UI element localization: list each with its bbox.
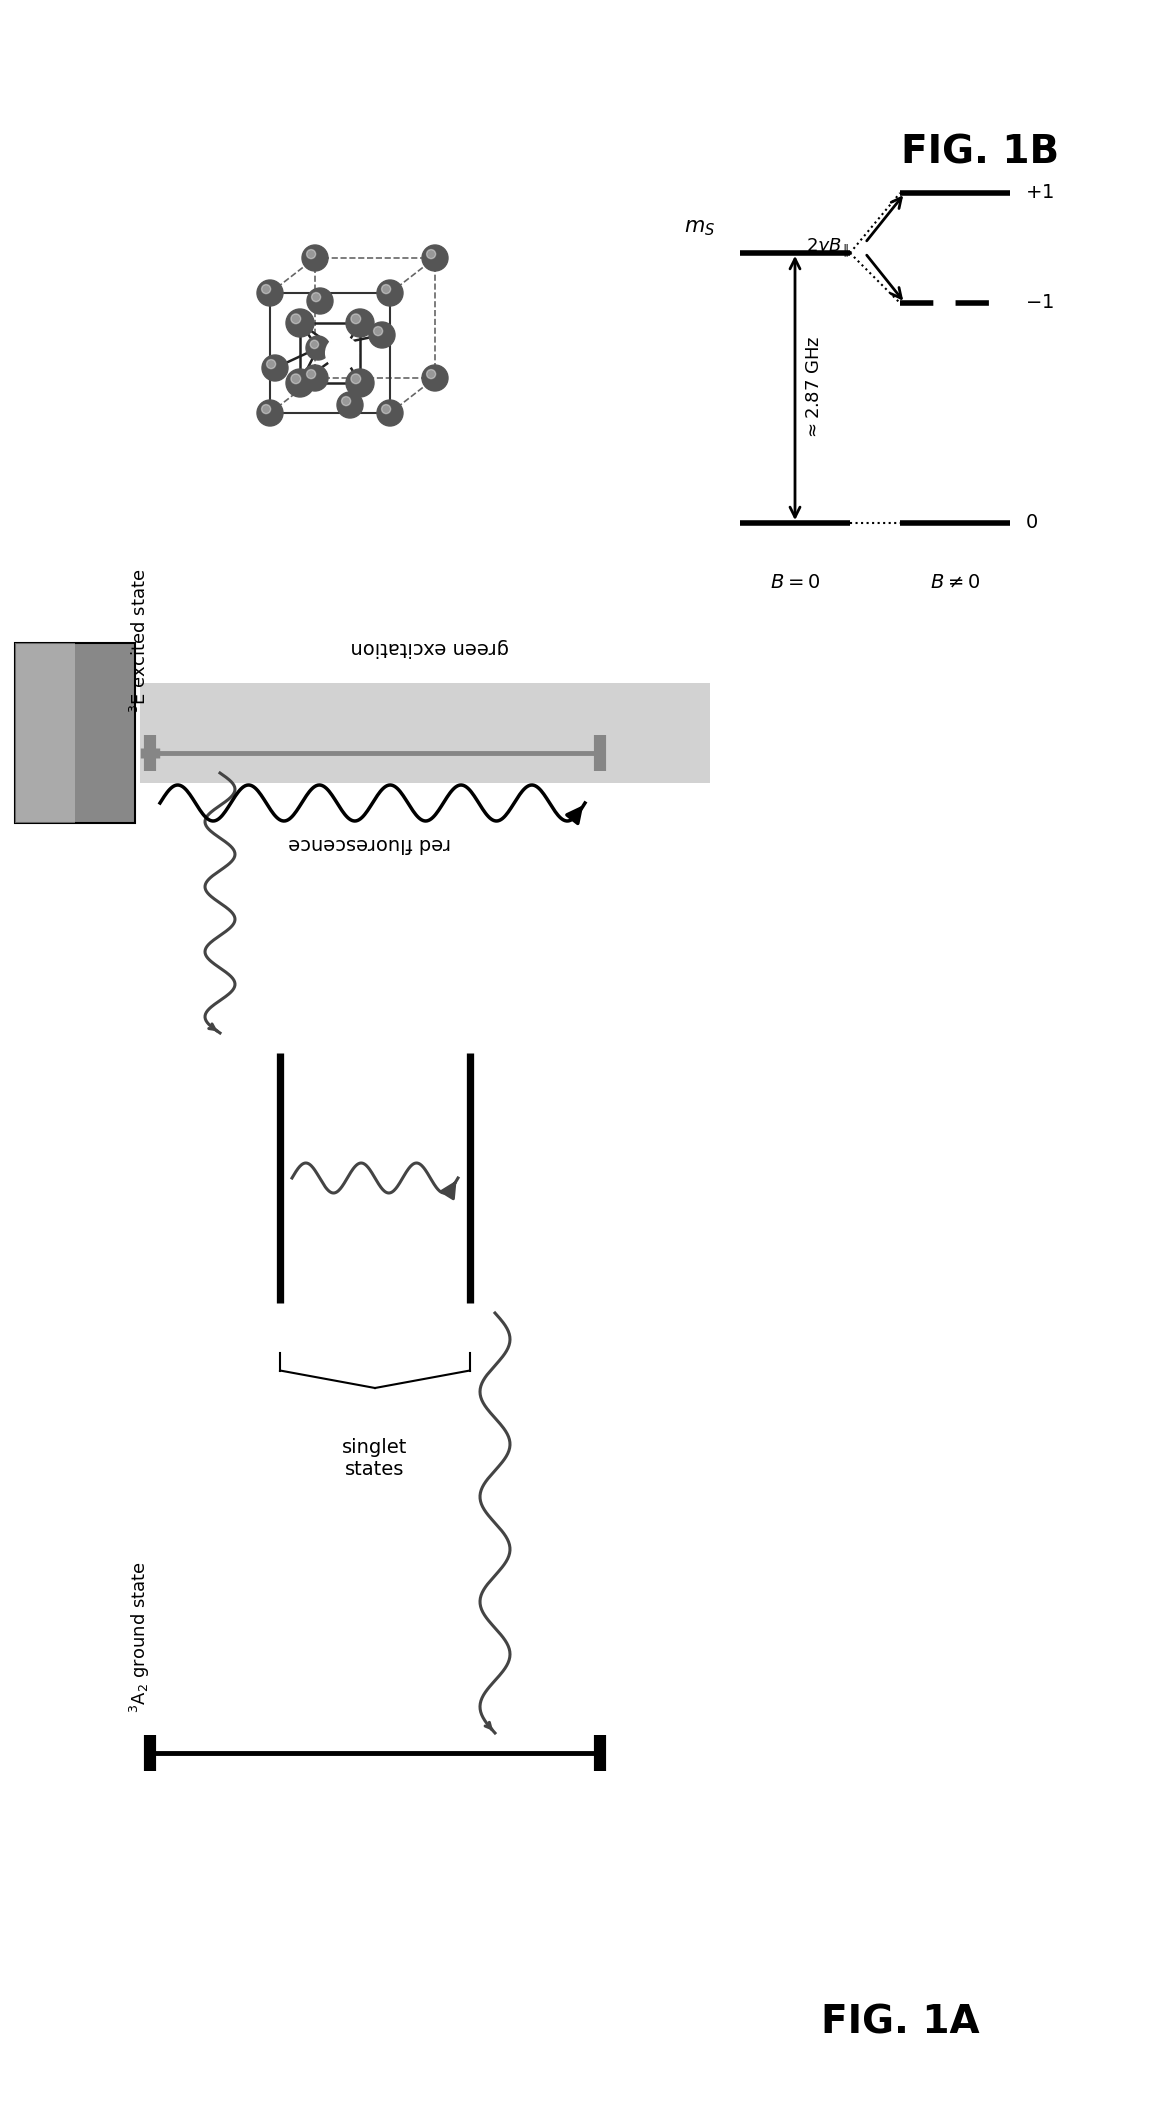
Text: red fluorescence: red fluorescence	[289, 833, 451, 852]
Circle shape	[312, 292, 320, 301]
Circle shape	[267, 360, 276, 368]
Circle shape	[381, 404, 390, 414]
Text: $-1$: $-1$	[1025, 294, 1054, 313]
Text: $m_S$: $m_S$	[684, 219, 715, 238]
Circle shape	[307, 288, 333, 313]
Circle shape	[346, 368, 374, 397]
Circle shape	[346, 309, 374, 336]
Text: $0$: $0$	[1025, 513, 1038, 532]
Circle shape	[374, 326, 382, 336]
Circle shape	[427, 250, 436, 259]
Circle shape	[427, 370, 436, 379]
Circle shape	[306, 250, 316, 259]
Circle shape	[422, 366, 448, 391]
Circle shape	[302, 246, 328, 271]
Text: FIG. 1B: FIG. 1B	[901, 135, 1059, 172]
Circle shape	[328, 339, 357, 368]
Text: green excitation: green excitation	[351, 639, 510, 658]
Circle shape	[422, 246, 448, 271]
Circle shape	[306, 370, 316, 379]
Circle shape	[351, 374, 361, 383]
FancyBboxPatch shape	[15, 644, 75, 822]
Text: $\approx$2.87 GHz: $\approx$2.87 GHz	[805, 334, 823, 442]
Circle shape	[337, 391, 364, 418]
Circle shape	[291, 374, 300, 383]
Text: FIG. 1A: FIG. 1A	[821, 2004, 980, 2042]
Circle shape	[369, 322, 395, 347]
FancyBboxPatch shape	[15, 644, 134, 822]
Circle shape	[286, 368, 314, 397]
Circle shape	[376, 280, 403, 307]
Text: $^{3}$A$_{2}$ ground state: $^{3}$A$_{2}$ ground state	[127, 1560, 152, 1714]
Circle shape	[262, 284, 271, 294]
Text: $2\gamma B_{\parallel}$: $2\gamma B_{\parallel}$	[807, 238, 850, 259]
Circle shape	[302, 366, 328, 391]
Circle shape	[257, 400, 283, 427]
Circle shape	[381, 284, 390, 294]
Circle shape	[286, 309, 314, 336]
Text: $+1$: $+1$	[1025, 183, 1054, 202]
Circle shape	[306, 336, 330, 360]
Circle shape	[291, 313, 300, 324]
Text: $B = 0$: $B = 0$	[770, 572, 821, 593]
Circle shape	[310, 341, 319, 349]
Circle shape	[333, 345, 343, 353]
Circle shape	[351, 313, 361, 324]
Text: singlet
states: singlet states	[343, 1438, 408, 1478]
Circle shape	[341, 397, 351, 406]
FancyBboxPatch shape	[140, 683, 710, 782]
Text: $^{3}$E excited state: $^{3}$E excited state	[130, 568, 150, 713]
Circle shape	[326, 336, 358, 368]
Circle shape	[262, 355, 288, 381]
Circle shape	[376, 400, 403, 427]
Circle shape	[257, 280, 283, 307]
Circle shape	[262, 404, 271, 414]
Text: $B \neq 0$: $B \neq 0$	[929, 572, 980, 593]
